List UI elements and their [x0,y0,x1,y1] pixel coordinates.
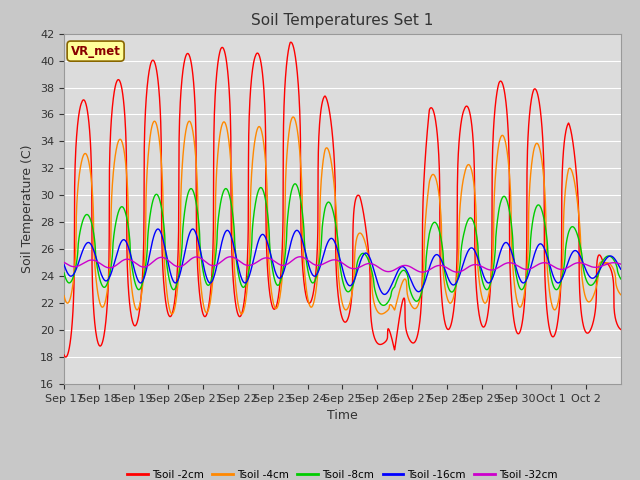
Title: Soil Temperatures Set 1: Soil Temperatures Set 1 [252,13,433,28]
Text: VR_met: VR_met [70,45,120,58]
X-axis label: Time: Time [327,409,358,422]
Y-axis label: Soil Temperature (C): Soil Temperature (C) [22,144,35,273]
Legend: Tsoil -2cm, Tsoil -4cm, Tsoil -8cm, Tsoil -16cm, Tsoil -32cm: Tsoil -2cm, Tsoil -4cm, Tsoil -8cm, Tsoi… [123,466,562,480]
